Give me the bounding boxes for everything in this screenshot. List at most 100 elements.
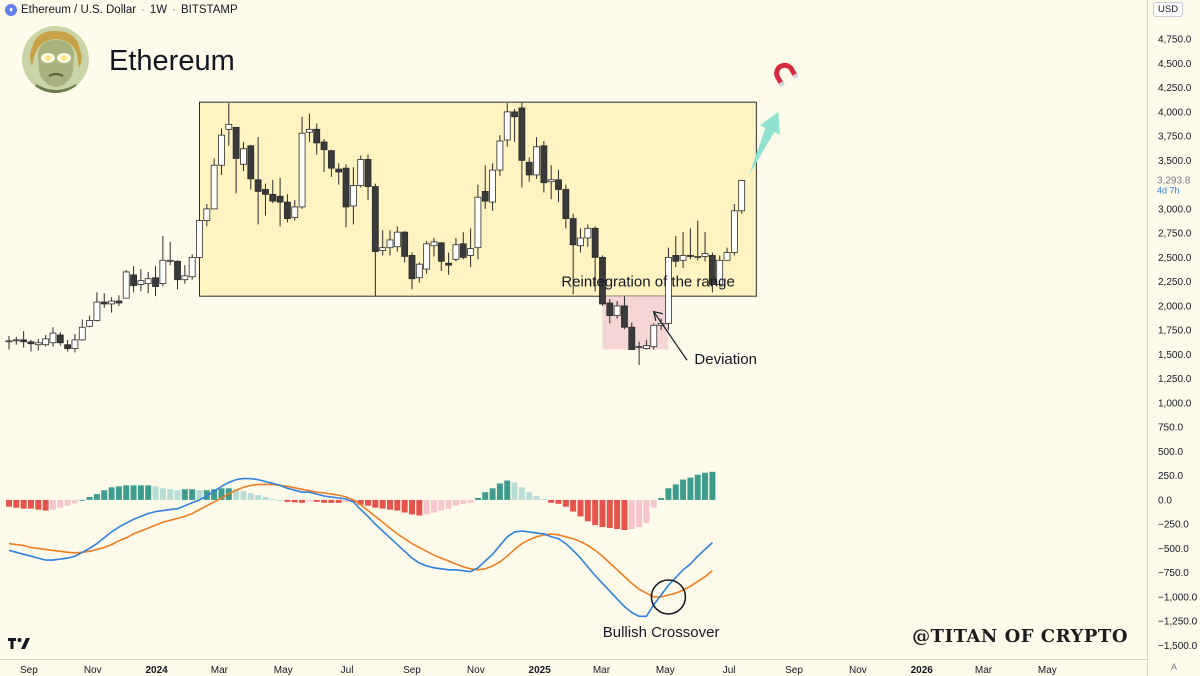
- macd-histogram-bar: [350, 499, 357, 502]
- macd-histogram-bar: [394, 499, 401, 511]
- candle-body: [467, 248, 474, 256]
- macd-histogram-bar: [636, 499, 643, 528]
- candle-body: [518, 107, 526, 161]
- candle-body: [71, 339, 79, 349]
- macd-histogram-bar: [130, 485, 137, 500]
- brand-title: Ethereum: [109, 45, 235, 77]
- candle-body: [401, 231, 409, 257]
- y-tick-label: 2,250.0: [1158, 277, 1192, 288]
- macd-histogram-bar: [299, 499, 306, 503]
- candle-body: [100, 301, 108, 305]
- candle-body: [723, 252, 731, 261]
- macd-histogram-bar: [599, 499, 606, 528]
- candle-body: [166, 259, 174, 262]
- x-tick-label: Mar: [211, 665, 229, 676]
- candle-body: [481, 191, 489, 202]
- candle-body: [379, 247, 387, 251]
- candle-body: [694, 256, 702, 258]
- symbol-name[interactable]: Ethereum / U.S. Dollar: [21, 4, 137, 16]
- y-tick-label: 750.0: [1158, 423, 1183, 434]
- macd-histogram-bar: [255, 495, 262, 500]
- macd-signal-line: [8, 483, 713, 598]
- macd-histogram-bar: [518, 487, 525, 500]
- magnet-tip: [792, 73, 799, 80]
- macd-histogram-bar: [709, 471, 716, 500]
- macd-histogram-bar: [181, 489, 188, 500]
- x-tick-label: Sep: [785, 665, 803, 676]
- candle-body: [701, 253, 709, 257]
- candle-body: [408, 255, 416, 280]
- auto-scale-button[interactable]: A: [1171, 662, 1178, 672]
- candle-body: [232, 126, 240, 159]
- y-tick-label: −1,250.0: [1158, 617, 1198, 628]
- macd-histogram-bar: [401, 499, 408, 513]
- candle-body: [42, 338, 50, 346]
- tradingview-logo-icon[interactable]: [8, 637, 30, 655]
- macd-histogram-bar: [152, 486, 159, 500]
- x-tick-label: 2024: [145, 665, 168, 676]
- x-tick-label: Sep: [403, 665, 421, 676]
- y-tick-label: 3,500.0: [1158, 156, 1192, 167]
- interval-label[interactable]: 1W: [149, 4, 168, 16]
- y-tick-label: 250.0: [1158, 471, 1183, 482]
- candle-body: [503, 111, 511, 141]
- candle-body: [562, 189, 570, 219]
- macd-histogram-bar: [284, 499, 291, 502]
- macd-histogram-bar: [328, 499, 335, 503]
- candle-body: [635, 346, 643, 349]
- candle-body: [78, 326, 86, 341]
- y-tick-label: 1,250.0: [1158, 374, 1192, 385]
- macd-histogram-bar: [71, 499, 78, 504]
- candle-body: [247, 145, 255, 180]
- last-price-countdown: 4d 7h: [1157, 185, 1180, 195]
- candle-body: [738, 179, 746, 212]
- candle-body: [357, 159, 365, 186]
- y-tick-label: 0.0: [1158, 495, 1172, 506]
- candle-body: [665, 256, 672, 324]
- macd-histogram-bar: [416, 499, 423, 516]
- y-tick-label: −500.0: [1158, 544, 1189, 555]
- macd-histogram-bar: [42, 499, 49, 511]
- macd-histogram-bar: [386, 499, 393, 510]
- deviation-pointer-arrowhead: [652, 310, 663, 321]
- x-tick-label: 2026: [911, 665, 934, 676]
- macd-histogram-bar: [496, 483, 503, 500]
- macd-histogram-bar: [555, 499, 562, 504]
- candle-body: [386, 239, 394, 249]
- macd-line: [8, 477, 713, 618]
- macd-histogram-bar: [159, 488, 166, 500]
- y-tick-label: 4,750.0: [1158, 35, 1192, 46]
- candle-body: [371, 186, 379, 252]
- candle-body: [276, 195, 284, 203]
- y-tick-label: 4,250.0: [1158, 83, 1192, 94]
- macd-histogram-bar: [247, 493, 254, 500]
- macd-histogram-bar: [269, 498, 276, 500]
- macd-histogram-bar: [592, 499, 599, 526]
- reintegration-label: Reintegration of the range: [561, 273, 734, 290]
- y-tick-label: −750.0: [1158, 568, 1189, 579]
- candle-body: [284, 201, 291, 219]
- y-tick-label: −1,500.0: [1158, 641, 1198, 652]
- candle-body: [137, 280, 145, 285]
- candle-body: [86, 320, 93, 327]
- y-tick-label: −1,000.0: [1158, 592, 1198, 603]
- candle-body: [327, 150, 335, 169]
- deviation-box: [602, 296, 669, 350]
- x-tick-label: Nov: [849, 665, 867, 676]
- candle-body: [430, 241, 438, 247]
- macd-histogram-bar: [379, 499, 386, 509]
- currency-selector[interactable]: USD: [1153, 2, 1184, 17]
- macd-histogram-bar: [511, 482, 518, 500]
- candle-body: [306, 128, 313, 133]
- candle-body: [650, 324, 658, 348]
- macd-histogram-bar: [240, 491, 247, 500]
- macd-histogram-bar: [64, 499, 71, 506]
- candle-body: [496, 140, 504, 171]
- macd-histogram-bar: [218, 488, 225, 500]
- macd-histogram-bar: [313, 499, 320, 502]
- candle-body: [12, 339, 20, 342]
- macd-histogram-bar: [365, 499, 372, 506]
- macd-histogram-bar: [672, 484, 679, 500]
- candle-body: [56, 334, 64, 344]
